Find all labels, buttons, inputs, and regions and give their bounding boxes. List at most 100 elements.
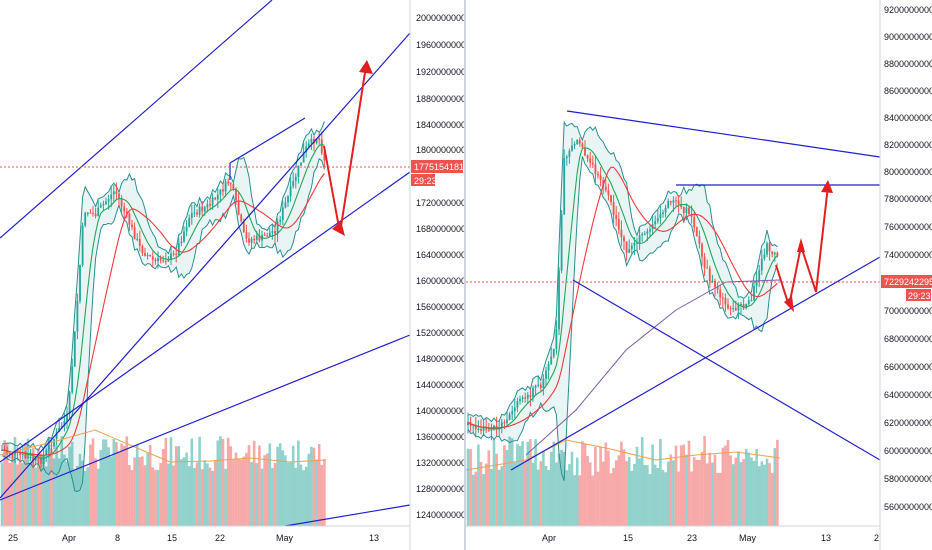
price-tick: 86000000000	[884, 86, 932, 96]
candle-body	[118, 193, 120, 199]
volume-bar	[203, 460, 207, 526]
volume-bar	[690, 471, 693, 526]
candle-body	[266, 235, 269, 237]
time-axis[interactable]: Apr 15 23 May 13 2	[542, 533, 879, 543]
volume-bar	[721, 447, 725, 526]
volume-bar	[21, 462, 25, 526]
volume-bar	[81, 460, 84, 526]
volume-bar	[575, 457, 579, 526]
candle-body	[284, 202, 287, 208]
time-axis[interactable]: 25 Apr 8 15 22 May 13	[8, 533, 379, 543]
volume-bar	[239, 459, 243, 526]
volume-bar	[156, 469, 160, 526]
volume-bar	[521, 441, 524, 526]
candle-body	[742, 304, 745, 309]
trendline	[0, 32, 411, 499]
volume-bar	[542, 451, 545, 526]
price-tick: 80000000000	[884, 167, 932, 177]
candle-body	[214, 197, 217, 200]
price-tick: 172000000000	[416, 198, 464, 208]
volume-bar	[529, 439, 532, 526]
right-chart-svg[interactable]: 92000000000 90000000000 88000000000 8600…	[466, 0, 932, 550]
candle-body	[706, 267, 709, 269]
volume-bar	[479, 461, 483, 526]
price-tick: 152000000000	[416, 328, 464, 338]
pane-divider[interactable]	[464, 0, 466, 550]
candle-body	[485, 426, 488, 430]
left-chart-pane[interactable]: 200000000000 196000000000 192000000000 1…	[0, 0, 464, 550]
candle-body	[654, 221, 657, 225]
candle-body	[136, 238, 139, 240]
candle-body	[768, 243, 771, 252]
price-tick: 66000000000	[884, 362, 932, 372]
price-tick: 160000000000	[416, 276, 464, 286]
volume-bar	[42, 455, 45, 526]
candle-body	[206, 204, 209, 208]
candle-body	[524, 397, 527, 399]
projection-arrow	[788, 185, 829, 307]
price-axis[interactable]: 92000000000 90000000000 88000000000 8600…	[881, 5, 932, 512]
candle-body	[708, 268, 711, 281]
volume-bar	[635, 446, 639, 526]
volume-bar	[612, 467, 615, 526]
volume-bar	[588, 462, 592, 526]
price-axis[interactable]: 200000000000 196000000000 192000000000 1…	[411, 13, 464, 520]
candle-body	[222, 189, 224, 192]
candle-body	[563, 157, 566, 215]
left-chart-svg[interactable]: 200000000000 196000000000 192000000000 1…	[0, 0, 464, 550]
candle-body	[154, 259, 157, 262]
candle-body	[534, 385, 537, 388]
candle-body	[737, 304, 740, 311]
price-tick: 168000000000	[416, 224, 464, 234]
trendline	[229, 117, 306, 164]
candle-body	[185, 226, 188, 232]
volume-bar	[164, 437, 168, 526]
volume-bar	[648, 474, 652, 526]
right-chart-pane[interactable]: 92000000000 90000000000 88000000000 8600…	[466, 0, 932, 550]
candle-body	[224, 181, 227, 192]
date-tick: 22	[215, 533, 225, 543]
volume-bar	[172, 465, 175, 526]
candle-body	[263, 234, 266, 236]
volume-bar	[607, 450, 610, 526]
trendline	[572, 279, 881, 461]
volume-bar	[560, 449, 563, 526]
volume-bar	[674, 445, 678, 526]
candle-body	[268, 232, 271, 237]
volume-bar	[666, 461, 670, 526]
volume-bar	[291, 445, 295, 526]
candle-body	[511, 411, 514, 415]
candle-body	[190, 213, 193, 219]
candle-body	[274, 231, 276, 234]
candle-body	[623, 237, 625, 242]
volume-bar	[234, 452, 238, 526]
date-tick: Apr	[542, 533, 556, 543]
volume-bar	[568, 464, 571, 526]
price-tick: 136000000000	[416, 432, 464, 442]
candle-body	[480, 428, 482, 431]
candle-body	[506, 419, 508, 424]
candle-body	[597, 173, 599, 176]
candle-body	[279, 219, 282, 222]
volume-bar	[83, 470, 87, 526]
volume-bar	[770, 472, 774, 526]
date-tick: 13	[369, 533, 379, 543]
last-price-label: 72292422950	[884, 277, 932, 287]
drawing-tools[interactable]	[0, 0, 411, 527]
volume-bar	[726, 440, 730, 526]
volume-bar	[258, 445, 261, 526]
candle-body	[776, 252, 779, 257]
candle-body	[578, 140, 581, 144]
volume-bar	[154, 469, 157, 526]
candle-body	[131, 224, 133, 228]
volume-bar	[18, 461, 22, 526]
candle-body	[175, 253, 178, 256]
candle-body	[537, 384, 540, 386]
volume-bar	[29, 462, 32, 526]
price-tick: 92000000000	[884, 5, 932, 15]
candle-body	[638, 235, 641, 243]
volume-bar	[268, 443, 272, 526]
candle-body	[292, 180, 295, 187]
drawing-tools[interactable]	[510, 110, 881, 471]
candle-body	[216, 194, 219, 200]
